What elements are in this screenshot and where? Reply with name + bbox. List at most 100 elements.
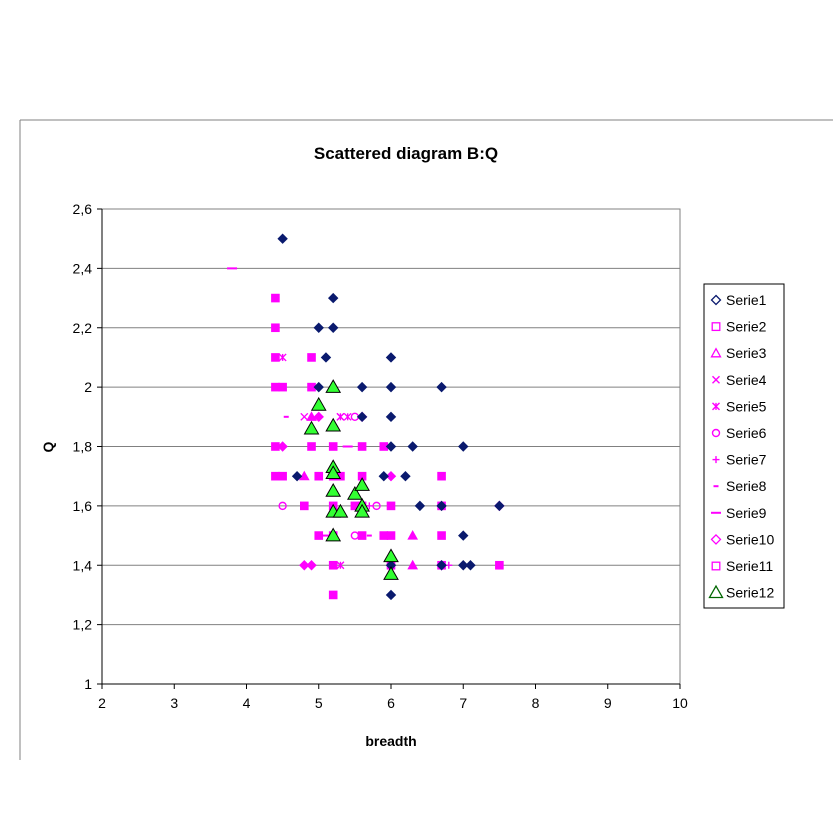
legend-marker-serie4-glyph bbox=[712, 375, 720, 384]
point-serie1 bbox=[356, 411, 368, 423]
point-serie6 bbox=[350, 531, 360, 540]
point-serie12 bbox=[310, 396, 327, 411]
legend-item-serie9: Serie9 bbox=[711, 505, 767, 521]
point-serie2 bbox=[437, 471, 446, 481]
x-axis-label: breadth bbox=[365, 733, 416, 749]
legend-label: Serie12 bbox=[726, 585, 774, 601]
legend-label: Serie10 bbox=[726, 531, 774, 547]
point-serie2 bbox=[328, 442, 338, 451]
legend-label: Serie11 bbox=[726, 558, 773, 574]
point-serie5 bbox=[329, 590, 338, 599]
point-serie1 bbox=[313, 381, 324, 393]
data-points bbox=[227, 233, 505, 601]
x-tick-label: 5 bbox=[315, 695, 323, 711]
series-serie5 bbox=[278, 353, 352, 599]
point-serie10 bbox=[306, 560, 317, 571]
point-serie1 bbox=[458, 441, 469, 452]
legend-item-serie10: Serie10 bbox=[710, 531, 774, 547]
series-serie3 bbox=[298, 411, 419, 570]
legend-label: Serie6 bbox=[726, 425, 767, 441]
legend-marker-serie4 bbox=[712, 375, 720, 384]
x-tick-label: 10 bbox=[672, 695, 688, 711]
point-serie12 bbox=[332, 503, 349, 518]
y-tick-label: 1 bbox=[84, 676, 92, 692]
point-serie1 bbox=[378, 470, 389, 482]
axes: 1 1,2 1,4 1,6 1,8 2 2,2 2,4 2,6 2 3 4 5 6 7 8 9 10 bbox=[73, 201, 688, 711]
x-tick-label: 3 bbox=[170, 695, 178, 711]
point-serie1 bbox=[320, 352, 332, 363]
point-serie12 bbox=[303, 420, 320, 435]
x-tick-label: 9 bbox=[604, 695, 612, 711]
y-tick-label: 2,4 bbox=[73, 260, 93, 276]
y-tick-label: 2,2 bbox=[73, 320, 93, 336]
point-serie1 bbox=[385, 381, 397, 393]
point-serie2 bbox=[271, 353, 280, 362]
point-serie2 bbox=[328, 560, 338, 570]
legend-marker-serie6-glyph bbox=[711, 428, 721, 438]
x-tick-label: 6 bbox=[387, 695, 395, 711]
legend-marker-serie10 bbox=[710, 533, 722, 545]
point-serie5 bbox=[336, 561, 345, 570]
point-serie6 bbox=[278, 501, 287, 511]
point-serie1 bbox=[356, 381, 368, 393]
series-serie6 bbox=[278, 412, 381, 540]
point-serie2 bbox=[278, 382, 287, 392]
x-tick-label: 4 bbox=[243, 695, 251, 711]
legend-label: Serie9 bbox=[726, 505, 767, 521]
point-serie1 bbox=[385, 411, 397, 423]
point-serie6 bbox=[372, 501, 381, 511]
legend-item-serie4: Serie4 bbox=[712, 372, 767, 388]
point-serie2 bbox=[314, 471, 324, 481]
point-serie1 bbox=[277, 233, 288, 244]
legend-label: Serie7 bbox=[726, 452, 767, 468]
legend-label: Serie8 bbox=[726, 478, 767, 494]
point-serie3 bbox=[298, 470, 310, 481]
point-serie1 bbox=[400, 470, 411, 482]
point-serie1 bbox=[385, 441, 397, 452]
point-serie1 bbox=[291, 470, 303, 482]
legend-marker-serie11 bbox=[711, 561, 721, 571]
chart-title: Scattered diagram B:Q bbox=[314, 144, 498, 163]
y-tick-label: 1,2 bbox=[73, 617, 93, 633]
point-serie2 bbox=[386, 531, 396, 540]
legend-marker-serie1 bbox=[710, 294, 722, 306]
point-serie5 bbox=[278, 353, 287, 362]
point-serie1 bbox=[313, 322, 324, 333]
point-serie2 bbox=[437, 531, 446, 540]
point-serie12 bbox=[325, 527, 342, 542]
point-serie1 bbox=[327, 292, 339, 304]
point-serie12 bbox=[325, 465, 342, 479]
y-tick-label: 1,4 bbox=[73, 557, 93, 573]
x-tick-label: 2 bbox=[98, 695, 106, 711]
legend-label: Serie3 bbox=[726, 345, 767, 361]
point-serie2 bbox=[300, 501, 309, 511]
point-serie11 bbox=[271, 471, 280, 481]
y-tick-label: 2 bbox=[84, 379, 92, 395]
point-serie1 bbox=[385, 589, 397, 601]
y-tick-label: 1,6 bbox=[73, 498, 93, 514]
point-serie12 bbox=[383, 548, 399, 563]
point-serie1 bbox=[458, 560, 469, 571]
legend-marker-serie3 bbox=[710, 347, 722, 358]
legend-marker-serie2 bbox=[711, 322, 721, 332]
point-serie12 bbox=[325, 483, 342, 497]
point-serie1 bbox=[436, 381, 447, 393]
point-serie2 bbox=[307, 442, 316, 451]
legend-item-serie11: Serie11 bbox=[711, 558, 773, 574]
legend-marker-serie12 bbox=[708, 584, 724, 599]
point-serie10 bbox=[299, 560, 310, 571]
point-serie2 bbox=[386, 501, 396, 511]
point-serie12 bbox=[325, 417, 342, 432]
legend-item-serie2: Serie2 bbox=[711, 319, 767, 335]
x-tick-label: 8 bbox=[532, 695, 540, 711]
point-serie12 bbox=[354, 477, 370, 491]
legend-label: Serie2 bbox=[726, 319, 767, 335]
legend: Serie1 Serie2 Serie3 Serie4 Serie5 Serie6 Seri… bbox=[703, 283, 785, 609]
point-serie2 bbox=[271, 293, 280, 303]
point-serie2 bbox=[357, 442, 367, 451]
legend-box bbox=[703, 283, 785, 609]
point-serie1 bbox=[436, 560, 447, 571]
y-axis-label: Q bbox=[40, 441, 56, 452]
point-serie10 bbox=[385, 470, 397, 482]
point-serie1 bbox=[494, 500, 505, 512]
